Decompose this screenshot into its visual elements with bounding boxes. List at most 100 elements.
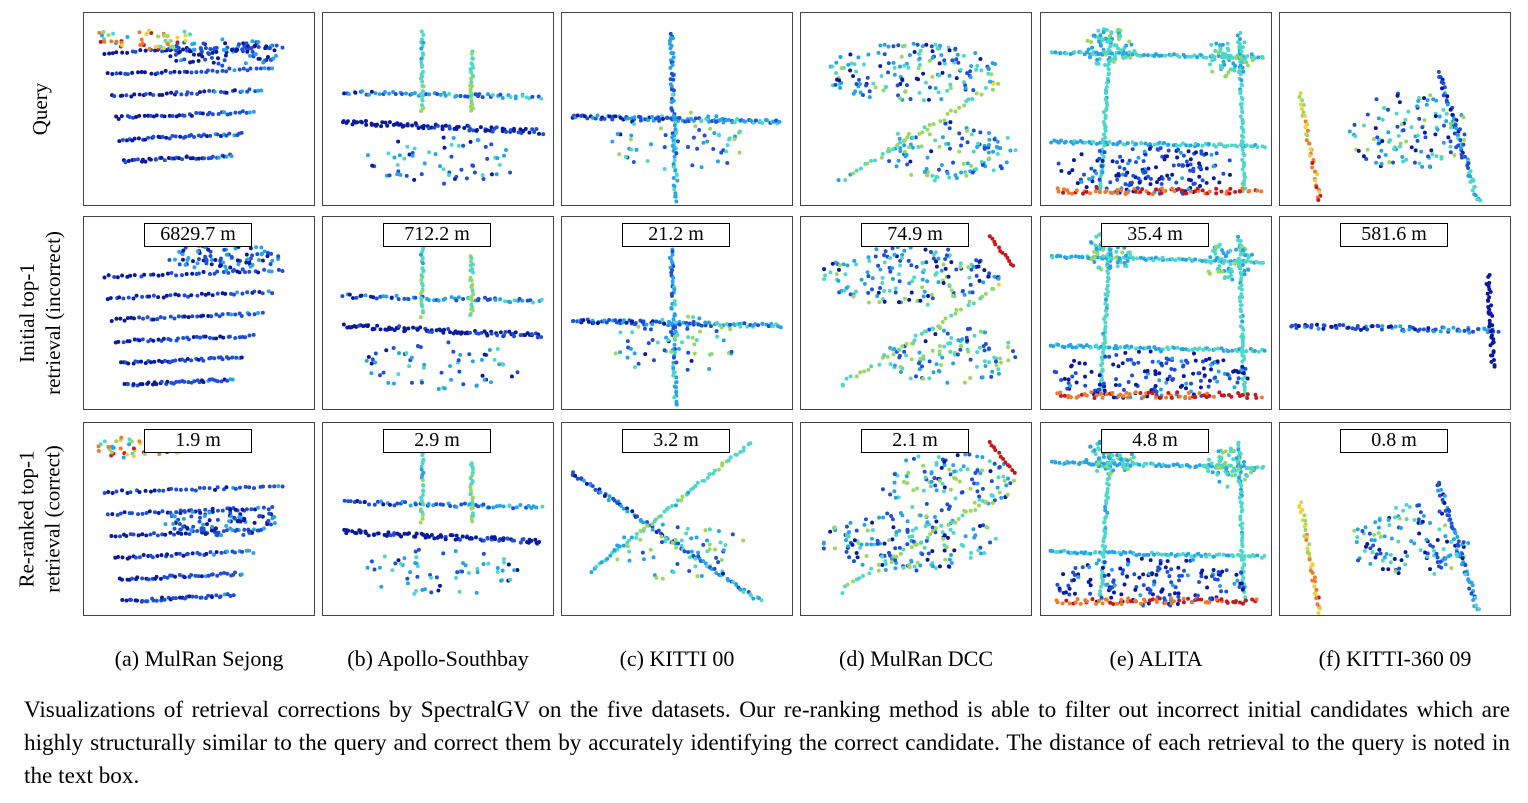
point bbox=[963, 83, 968, 88]
point bbox=[1092, 396, 1097, 400]
point bbox=[1210, 69, 1215, 74]
point bbox=[1138, 255, 1143, 260]
point bbox=[936, 256, 941, 261]
point bbox=[1166, 357, 1171, 362]
point bbox=[474, 590, 479, 595]
point bbox=[939, 523, 944, 528]
point bbox=[943, 121, 948, 126]
point bbox=[1226, 349, 1231, 354]
point bbox=[131, 296, 136, 301]
point bbox=[185, 526, 190, 530]
point bbox=[925, 279, 930, 284]
point bbox=[870, 520, 875, 525]
point bbox=[1239, 49, 1244, 54]
point bbox=[924, 538, 929, 543]
point bbox=[696, 550, 701, 555]
point bbox=[632, 115, 637, 120]
point bbox=[953, 46, 958, 51]
point bbox=[184, 272, 189, 276]
point bbox=[703, 320, 708, 325]
point bbox=[886, 61, 891, 66]
point bbox=[1110, 159, 1115, 164]
point bbox=[379, 499, 384, 504]
point bbox=[1142, 52, 1147, 57]
point bbox=[1210, 58, 1215, 63]
point bbox=[983, 359, 987, 364]
point bbox=[147, 509, 152, 514]
point bbox=[876, 50, 881, 55]
point bbox=[521, 537, 526, 542]
point bbox=[612, 498, 617, 503]
point bbox=[421, 365, 426, 370]
point bbox=[961, 161, 966, 166]
point bbox=[886, 146, 891, 151]
point bbox=[1213, 251, 1218, 256]
point bbox=[1120, 361, 1125, 366]
point bbox=[356, 323, 361, 328]
point bbox=[223, 41, 228, 46]
point bbox=[532, 130, 537, 135]
point bbox=[468, 476, 473, 481]
point bbox=[1242, 463, 1247, 468]
point bbox=[128, 273, 133, 278]
point bbox=[1055, 186, 1060, 191]
point bbox=[687, 321, 692, 326]
point bbox=[958, 307, 963, 312]
point bbox=[199, 574, 204, 579]
point bbox=[916, 454, 921, 459]
point bbox=[1229, 394, 1234, 399]
point bbox=[908, 376, 913, 381]
point bbox=[866, 52, 871, 57]
point bbox=[1178, 150, 1183, 155]
point bbox=[958, 347, 963, 352]
point bbox=[418, 315, 423, 320]
point bbox=[392, 503, 397, 508]
point bbox=[1200, 188, 1205, 193]
point bbox=[402, 531, 407, 536]
point bbox=[967, 326, 972, 331]
point bbox=[157, 92, 162, 97]
point bbox=[165, 552, 170, 557]
point bbox=[1104, 188, 1109, 193]
point bbox=[1097, 177, 1102, 182]
point bbox=[346, 528, 351, 533]
point bbox=[877, 515, 882, 520]
point bbox=[843, 538, 848, 543]
point bbox=[406, 297, 411, 302]
point bbox=[1108, 247, 1113, 252]
point bbox=[438, 164, 442, 169]
point bbox=[1131, 173, 1136, 178]
point bbox=[454, 575, 458, 580]
point bbox=[209, 262, 214, 267]
point bbox=[715, 334, 720, 339]
point bbox=[397, 153, 402, 158]
point bbox=[1166, 347, 1171, 352]
point bbox=[1115, 260, 1120, 265]
point bbox=[373, 351, 378, 356]
point bbox=[419, 531, 424, 536]
point bbox=[930, 564, 935, 569]
point bbox=[1211, 176, 1216, 181]
point bbox=[857, 81, 862, 86]
point bbox=[1183, 394, 1188, 399]
point bbox=[612, 547, 617, 552]
point bbox=[224, 485, 229, 490]
point bbox=[242, 527, 247, 532]
point bbox=[276, 484, 281, 489]
point bbox=[190, 156, 195, 161]
point bbox=[839, 288, 844, 293]
point bbox=[627, 549, 632, 554]
point bbox=[911, 41, 916, 46]
point bbox=[621, 506, 626, 511]
point bbox=[224, 90, 229, 95]
point bbox=[379, 124, 384, 129]
point bbox=[1160, 363, 1165, 368]
point bbox=[958, 67, 963, 72]
point bbox=[481, 551, 486, 556]
point bbox=[864, 554, 869, 558]
point bbox=[1249, 52, 1254, 57]
point bbox=[188, 49, 193, 54]
point bbox=[870, 276, 875, 281]
point bbox=[914, 374, 918, 379]
point bbox=[777, 119, 782, 124]
